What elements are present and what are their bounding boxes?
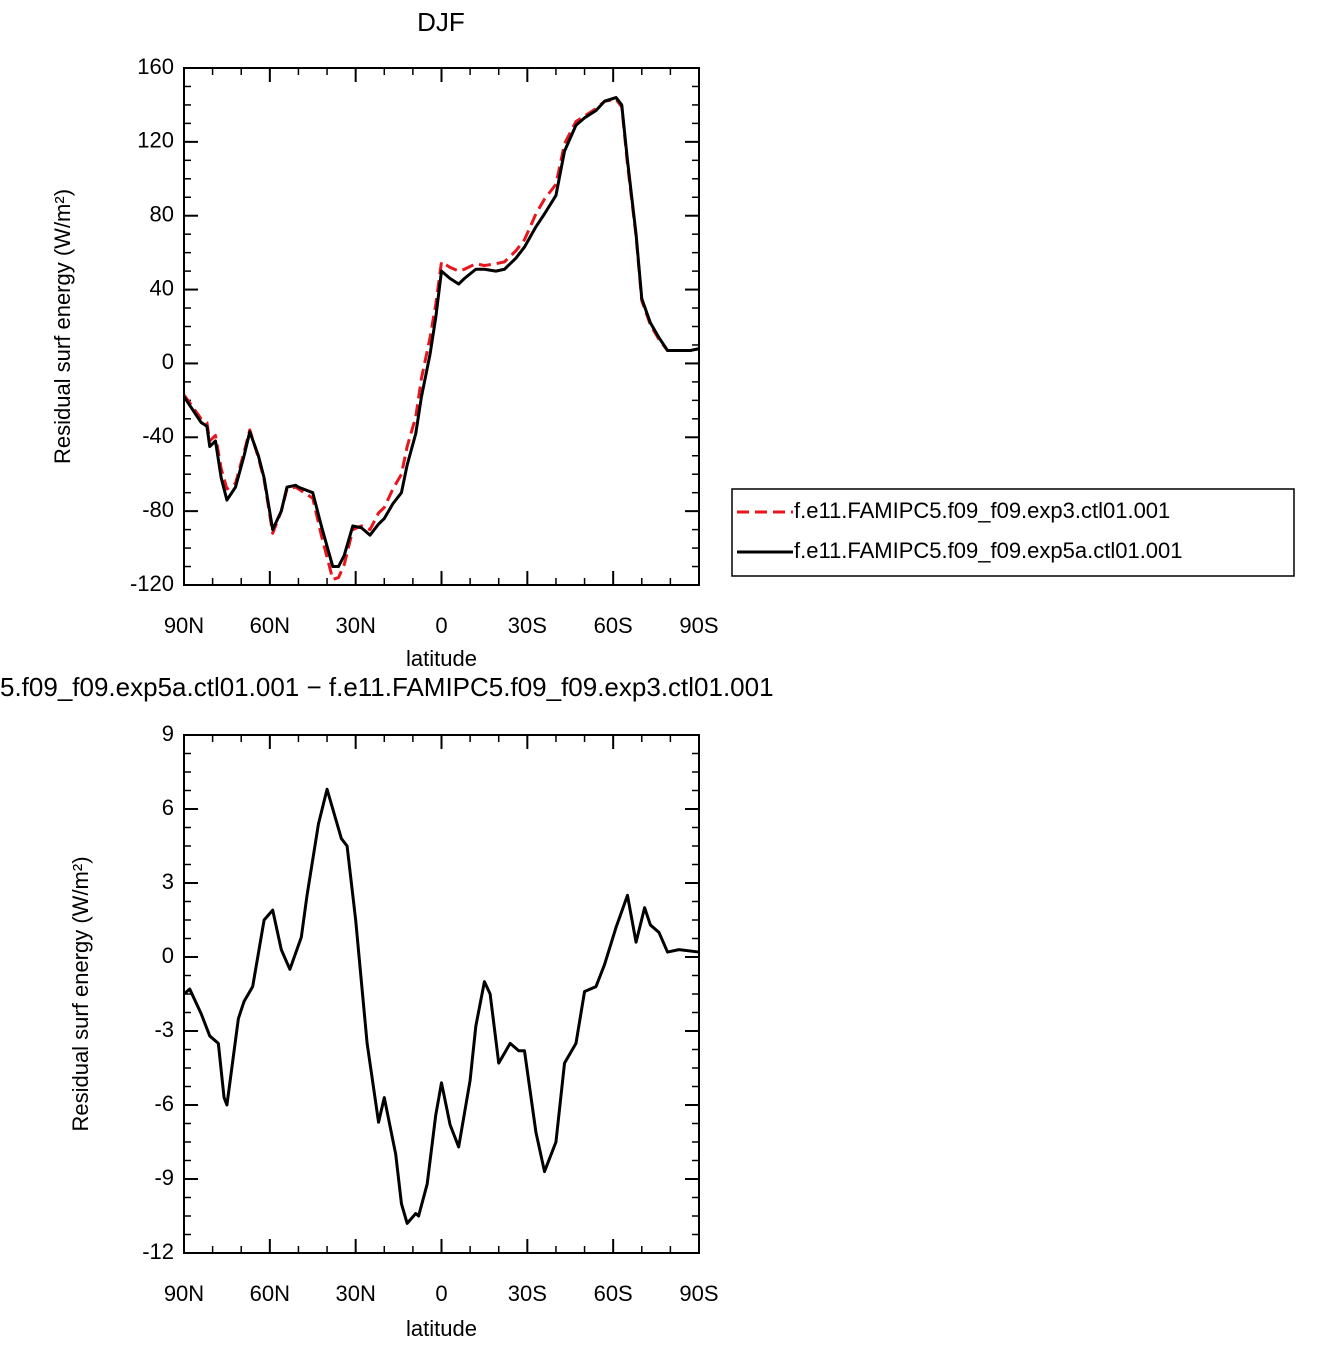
x-tick-label: 90N (164, 613, 204, 638)
y-tick-label: -80 (142, 497, 174, 522)
legend-label: f.e11.FAMIPC5.f09_f09.exp3.ctl01.001 (794, 498, 1170, 523)
y-tick-label: -9 (154, 1165, 174, 1190)
plot-frame (183, 734, 700, 1254)
x-tick-label: 0 (435, 1281, 447, 1306)
x-tick-label: 90S (679, 1281, 718, 1306)
x-tick-label: 30S (508, 613, 547, 638)
x-axis-label: latitude (406, 1316, 477, 1341)
x-tick-label: 90S (679, 613, 718, 638)
y-tick-label: 120 (137, 128, 174, 153)
data-line (182, 97, 700, 581)
y-tick-label: -6 (154, 1091, 174, 1116)
y-tick-label: 0 (162, 349, 174, 374)
chart-title: DJF (417, 7, 465, 37)
y-axis-label: Residual surf energy (W/m²) (68, 856, 93, 1131)
y-tick-label: 80 (150, 202, 174, 227)
legend-box (731, 488, 1295, 577)
y-tick-label: 40 (150, 275, 174, 300)
x-tick-label: 60N (250, 613, 290, 638)
x-axis-label: latitude (406, 646, 477, 671)
x-tick-label: 0 (435, 613, 447, 638)
x-tick-label: 60N (250, 1281, 290, 1306)
data-line (183, 787, 700, 1225)
x-tick-label: 60S (594, 613, 633, 638)
y-tick-label: -3 (154, 1017, 174, 1042)
y-tick-label: -12 (142, 1239, 174, 1264)
legend-label: f.e11.FAMIPC5.f09_f09.exp5a.ctl01.001 (794, 538, 1183, 563)
data-line (182, 96, 700, 569)
y-tick-label: 3 (162, 869, 174, 894)
x-tick-label: 30S (508, 1281, 547, 1306)
y-tick-label: -120 (130, 571, 174, 596)
y-tick-label: 6 (162, 795, 174, 820)
y-tick-label: 9 (162, 721, 174, 746)
y-tick-label: -40 (142, 423, 174, 448)
plot-frame (183, 67, 700, 586)
y-axis-label: Residual surf energy (W/m²) (50, 189, 75, 464)
x-tick-label: 30N (335, 1281, 375, 1306)
x-tick-label: 90N (164, 1281, 204, 1306)
x-tick-label: 30N (335, 613, 375, 638)
x-tick-label: 60S (594, 1281, 633, 1306)
y-tick-label: 160 (137, 54, 174, 79)
chart-title: 5.f09_f09.exp5a.ctl01.001 − f.e11.FAMIPC… (0, 672, 774, 702)
y-tick-label: 0 (162, 943, 174, 968)
